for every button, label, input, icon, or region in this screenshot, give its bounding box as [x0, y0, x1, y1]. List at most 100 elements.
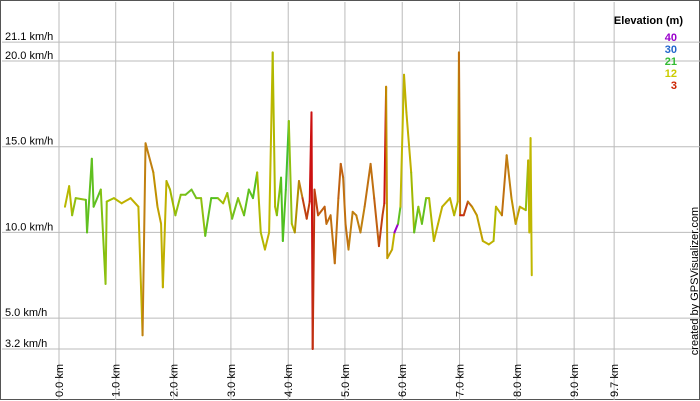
speed-segment — [144, 142, 155, 174]
speed-segment — [190, 188, 198, 200]
speed-segment — [391, 231, 396, 251]
speed-segment — [339, 162, 345, 179]
speed-segment — [373, 197, 380, 248]
speed-segment — [462, 200, 469, 217]
x-tick-label: 8.0 km — [512, 364, 524, 397]
speed-segment — [271, 51, 277, 208]
speed-segment — [494, 205, 503, 217]
x-tick-label: 0.0 km — [54, 364, 66, 397]
speed-segment — [437, 205, 444, 225]
speed-segment — [342, 176, 347, 225]
speed-segment — [259, 231, 266, 251]
speed-segment — [397, 205, 402, 225]
x-tick-label: 1.0 km — [111, 364, 123, 397]
speed-segment — [500, 154, 508, 217]
speed-segment — [243, 188, 250, 217]
legend-entry-12: 12 — [665, 68, 677, 80]
legend-entry-21: 21 — [665, 56, 677, 68]
speed-segment — [510, 197, 517, 225]
speed-segment — [410, 171, 416, 234]
x-tick-label: 6.0 km — [397, 364, 409, 397]
y-tick-label: 10.0 km/h — [5, 221, 53, 233]
speed-segment — [137, 205, 144, 337]
speed-segment — [337, 162, 342, 200]
speed-segment — [174, 193, 182, 217]
x-tick-label: 4.0 km — [283, 364, 295, 397]
speed-segment — [287, 120, 293, 225]
speed-segment — [71, 197, 77, 217]
speed-segment — [329, 214, 336, 265]
speed-segment — [156, 205, 163, 225]
speed-segment — [120, 197, 132, 205]
speed-segment — [475, 214, 484, 242]
speed-segment — [74, 197, 87, 201]
speed-segment — [169, 188, 177, 217]
speed-segment — [104, 200, 108, 285]
speed-segment — [514, 205, 521, 225]
speed-segment — [385, 85, 389, 260]
speed-segment — [466, 200, 474, 208]
speed-segment — [448, 197, 456, 217]
x-tick-labels: 0.0 km 1.0 km 2.0 km 3.0 km 4.0 km 5.0 km 6.0 … — [54, 364, 621, 397]
speed-segment — [112, 197, 123, 205]
speed-segment — [355, 214, 362, 234]
y-tick-label: 15.0 km/h — [5, 136, 53, 148]
speed-segment — [184, 188, 193, 196]
speed-segment — [471, 205, 478, 217]
x-tick-label: 7.0 km — [455, 364, 467, 397]
speed-segment — [231, 197, 240, 220]
speed-segment — [405, 111, 413, 174]
speed-segment — [92, 188, 102, 208]
y-tick-label: 5.0 km/h — [5, 307, 47, 319]
x-tick-label: 5.0 km — [340, 364, 352, 397]
y-tick-label: 3.2 km/h — [5, 338, 47, 350]
speed-segment — [457, 51, 462, 217]
speed-segment — [403, 73, 408, 114]
speed-segment — [301, 197, 308, 220]
legend-title: Elevation (m) — [614, 15, 683, 27]
speed-segment — [90, 157, 95, 208]
speed-segment — [417, 205, 423, 225]
speed-segment — [359, 205, 366, 234]
speed-segment — [293, 180, 300, 234]
speed-segment — [268, 51, 274, 234]
legend-entry-30: 30 — [665, 44, 677, 56]
speed-segment — [481, 240, 490, 246]
speed-segment — [420, 197, 428, 225]
speed-segment — [518, 205, 527, 212]
speed-segment — [129, 197, 140, 208]
speed-segment — [141, 142, 147, 337]
y-tick-label: 20.0 km/h — [5, 50, 53, 62]
legend-entry-3: 3 — [671, 80, 677, 92]
speed-segment — [311, 188, 316, 350]
speed-segment — [237, 197, 246, 217]
legend-entry-40: 40 — [665, 32, 677, 44]
speed-segment — [63, 185, 71, 208]
speed-segment — [86, 157, 93, 234]
speed-segment — [363, 162, 372, 208]
speed-segment — [263, 231, 271, 251]
speed-segment — [105, 197, 115, 203]
speed-segment — [305, 200, 311, 220]
speed-segment — [399, 73, 406, 208]
speed-segment — [492, 205, 497, 242]
x-tick-label: 9.7 km — [609, 364, 621, 397]
speed-segment — [68, 185, 74, 217]
speed-segment — [281, 188, 287, 242]
speed-segment — [413, 205, 420, 234]
speed-segment — [99, 188, 107, 285]
speed-segment — [256, 171, 262, 234]
speed-segment — [317, 205, 326, 217]
x-tick-label: 9.0 km — [569, 364, 581, 397]
speed-segment — [161, 180, 168, 289]
speed-segment — [165, 180, 172, 191]
speed-segment — [226, 192, 234, 220]
speed-segment — [200, 197, 207, 237]
speed-segment — [369, 162, 376, 200]
credit-text: created by GPSVisualizer.com — [689, 207, 700, 355]
speed-line — [63, 51, 533, 350]
x-tick-label: 3.0 km — [226, 364, 238, 397]
speed-segment — [505, 154, 513, 200]
